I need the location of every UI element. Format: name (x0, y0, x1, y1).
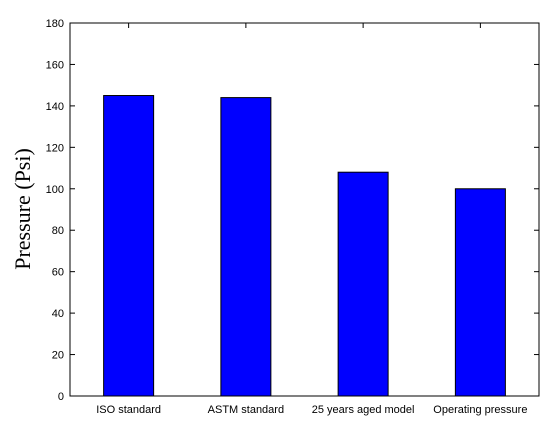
y-tick-label: 40 (52, 308, 64, 320)
y-tick-label: 120 (46, 142, 64, 154)
x-tick-label: ASTM standard (208, 404, 284, 416)
y-tick-label: 20 (52, 350, 64, 362)
y-tick-label: 80 (52, 225, 64, 237)
y-tick-label: 60 (52, 267, 64, 279)
bar (220, 97, 272, 397)
x-tick-label: ISO standard (96, 404, 161, 416)
y-tick-label: 140 (46, 101, 64, 113)
x-tick-labels: ISO standard ASTM standard 25 years aged m… (96, 404, 527, 416)
bar (454, 188, 506, 397)
plot-frame (69, 22, 540, 397)
y-tick-label: 100 (46, 184, 64, 196)
y-axis-label: Pressure (Psi) (10, 148, 35, 270)
bars (103, 95, 506, 397)
y-tick-label: 180 (46, 18, 64, 30)
axis-ticks: 0 20 40 60 80 100 120 140 160 180 (46, 18, 539, 403)
y-tick-label: 160 (46, 59, 64, 71)
bar (103, 95, 155, 397)
x-tick-label: Operating pressure (433, 404, 527, 416)
x-tick-label: 25 years aged model (312, 404, 415, 416)
bar (337, 171, 389, 397)
y-tick-label: 0 (58, 391, 64, 403)
